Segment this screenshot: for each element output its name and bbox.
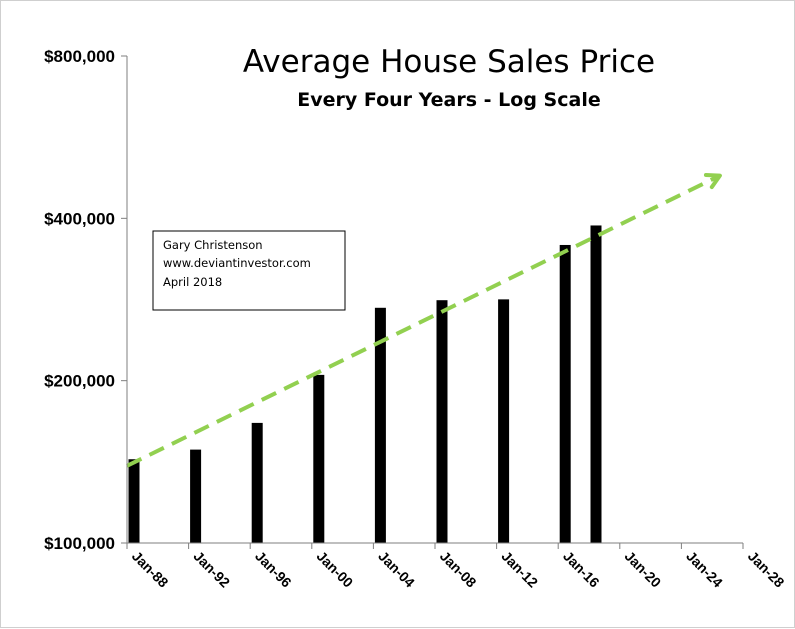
x-tick-label: Jan-24 xyxy=(683,548,726,591)
x-tick-label: Jan-12 xyxy=(498,548,541,591)
x-tick-label: Jan-20 xyxy=(622,548,665,591)
x-tick-label: Jan-08 xyxy=(437,548,480,591)
x-tick-label: Jan-88 xyxy=(129,548,172,591)
trend-layer xyxy=(126,173,722,468)
chart-title: Average House Sales Price xyxy=(243,44,655,80)
bar xyxy=(590,225,602,543)
x-tick-label: Jan-92 xyxy=(190,548,233,591)
annotation-author: Gary Christenson xyxy=(163,238,263,252)
annotation-box: Gary Christenson www.deviantinvestor.com… xyxy=(152,230,346,311)
bar xyxy=(251,422,263,543)
trend-arrowhead xyxy=(703,173,722,190)
x-tick-labels: Jan-88 Jan-92 Jan-96 Jan-00 Jan-04 Jan-08 Jan-… xyxy=(129,548,788,591)
bars-layer xyxy=(128,225,602,543)
x-tick-label: Jan-00 xyxy=(314,548,357,591)
bar xyxy=(190,449,202,543)
x-tick-label: Jan-04 xyxy=(375,548,418,591)
axes-layer xyxy=(121,55,744,549)
y-tick-label: $100,000 xyxy=(44,534,115,553)
annotation-website: www.deviantinvestor.com xyxy=(163,256,311,270)
y-tick-labels: $100,000 $200,000 $400,000 $800,000 xyxy=(44,47,115,553)
annotation-border xyxy=(152,230,346,311)
y-tick-label: $200,000 xyxy=(44,372,115,391)
chart-subtitle: Every Four Years - Log Scale xyxy=(297,89,600,111)
annotation-date: April 2018 xyxy=(163,275,222,289)
x-tick-label: Jan-96 xyxy=(252,548,295,591)
x-tick-label: Jan-28 xyxy=(745,548,788,591)
bar xyxy=(313,374,325,543)
bar xyxy=(374,307,386,543)
bar xyxy=(128,459,140,543)
x-tick-label: Jan-16 xyxy=(560,548,603,591)
y-tick-label: $800,000 xyxy=(44,47,115,66)
y-tick-label: $400,000 xyxy=(44,209,115,228)
bar xyxy=(559,244,571,543)
bar xyxy=(498,299,510,543)
bar xyxy=(436,300,448,543)
trend-line xyxy=(126,175,718,468)
